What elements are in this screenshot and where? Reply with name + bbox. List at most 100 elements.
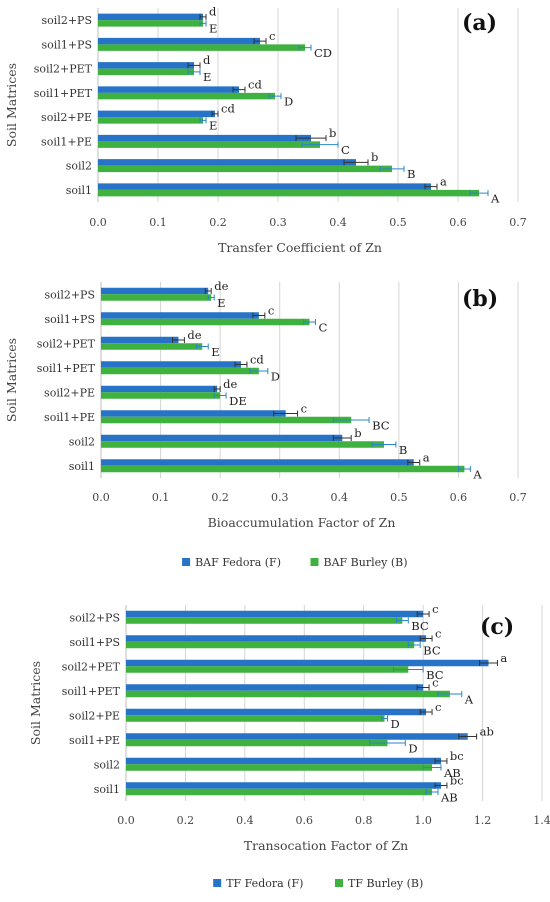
category-label: soil1+PS <box>42 38 92 51</box>
category-label: soil2+PET <box>37 337 96 350</box>
bar <box>126 635 427 642</box>
significance-letter: d <box>209 5 217 19</box>
bar <box>98 44 305 51</box>
significance-letter: BC <box>423 643 441 657</box>
x-axis-title: Transocation Factor of Zn <box>244 838 408 853</box>
category-label: soil2+PS <box>70 611 120 624</box>
x-tick-label: 0.4 <box>236 814 254 827</box>
x-tick-label: 0.3 <box>269 216 287 229</box>
significance-letter: bc <box>450 773 464 787</box>
bar <box>101 392 221 399</box>
significance-letter: b <box>354 426 361 440</box>
x-tick-label: 1.4 <box>533 814 550 827</box>
legend-entry: BAF Fedora (F) <box>195 556 281 569</box>
category-label: soil2+PS <box>45 288 95 301</box>
category-label: soil2+PE <box>44 386 95 399</box>
category-label: soil1 <box>69 460 95 473</box>
legend-entry: BAF Burley (B) <box>324 556 408 569</box>
legend-entry: TF Burley (B) <box>348 877 423 890</box>
bar <box>101 336 179 344</box>
significance-letter: D <box>284 94 293 108</box>
significance-letter: CD <box>314 46 332 60</box>
legend: BAF Fedora (F) BAF Burley (B) <box>182 556 408 569</box>
significance-letter: B <box>399 443 407 457</box>
bar <box>101 312 259 319</box>
bar <box>126 659 489 667</box>
category-label: soil2 <box>69 435 95 448</box>
significance-letter: ab <box>480 724 494 738</box>
bar <box>98 189 479 197</box>
x-tick-label: 0.4 <box>331 491 349 504</box>
bar <box>126 684 424 691</box>
significance-letter: BC <box>426 668 444 682</box>
legend-swatch <box>213 879 222 887</box>
bar <box>98 62 194 69</box>
bar <box>126 610 424 618</box>
bar <box>101 459 414 466</box>
panel-label: (b) <box>462 286 498 312</box>
significance-letter: DE <box>229 394 247 408</box>
bar <box>98 183 431 190</box>
bar <box>101 385 218 393</box>
x-tick-label: 0.0 <box>92 491 110 504</box>
bar <box>98 159 356 166</box>
y-axis-title: Soil Matrices <box>4 63 19 147</box>
y-axis-title: Soil Matrices <box>28 661 43 745</box>
x-tick-label: 0.1 <box>152 491 170 504</box>
significance-letter: a <box>440 174 447 188</box>
category-label: soil1+PE <box>44 411 95 424</box>
significance-letter: d <box>203 53 211 67</box>
category-label: soil1+PE <box>41 135 92 148</box>
bar <box>101 465 465 473</box>
bar <box>98 20 203 27</box>
category-label: soil2+PET <box>34 63 93 76</box>
x-tick-label: 0.6 <box>296 814 314 827</box>
significance-letter: E <box>217 296 225 310</box>
bar <box>101 410 286 417</box>
x-tick-label: 0.5 <box>389 216 407 229</box>
bar <box>126 617 403 624</box>
x-axis-title: Bioaccumulation Factor of Zn <box>208 515 396 530</box>
category-label: soil1+PET <box>37 362 96 375</box>
bar <box>126 715 385 722</box>
bar <box>98 37 260 45</box>
x-axis-title: Transfer Coefficient of Zn <box>218 240 382 255</box>
bar <box>98 68 194 76</box>
x-tick-label: 0.2 <box>209 216 227 229</box>
x-tick-label: 1.2 <box>474 814 492 827</box>
bar <box>101 441 384 448</box>
category-label: soil2+PE <box>41 111 92 124</box>
category-label: soil2 <box>66 160 92 173</box>
x-tick-label: 0.4 <box>329 216 347 229</box>
bar <box>126 788 433 796</box>
chart-panel-c: 0.0 0.2 0.4 0.6 0.8 1.0 1.2 1.4 Transocation Fac… <box>28 602 550 890</box>
category-label: soil1+PS <box>45 313 95 326</box>
significance-letter: c <box>432 602 438 616</box>
significance-letter: cd <box>250 352 264 366</box>
bar <box>98 110 215 118</box>
significance-letter: c <box>269 29 275 43</box>
legend-swatch <box>182 558 191 566</box>
bar <box>126 764 433 771</box>
category-label: soil2+PS <box>42 14 92 27</box>
legend-entry: TF Fedora (F) <box>226 877 303 890</box>
bar <box>98 134 311 142</box>
x-tick-label: 0.2 <box>211 491 229 504</box>
bar <box>126 690 450 698</box>
significance-letter: B <box>407 167 415 181</box>
x-tick-label: 0.1 <box>149 216 167 229</box>
significance-letter: C <box>318 320 327 334</box>
bar <box>98 165 392 173</box>
significance-letter: AB <box>440 790 458 804</box>
bar <box>98 141 320 148</box>
significance-letter: c <box>432 675 438 689</box>
y-axis-title: Soil Matrices <box>4 338 19 422</box>
significance-letter: c <box>268 303 274 317</box>
bar <box>101 416 352 424</box>
significance-letter: A <box>472 467 482 481</box>
category-label: soil2+PET <box>62 660 121 673</box>
category-label: soil2 <box>94 758 120 771</box>
x-tick-label: 0.0 <box>89 216 107 229</box>
significance-letter: c <box>435 626 441 640</box>
